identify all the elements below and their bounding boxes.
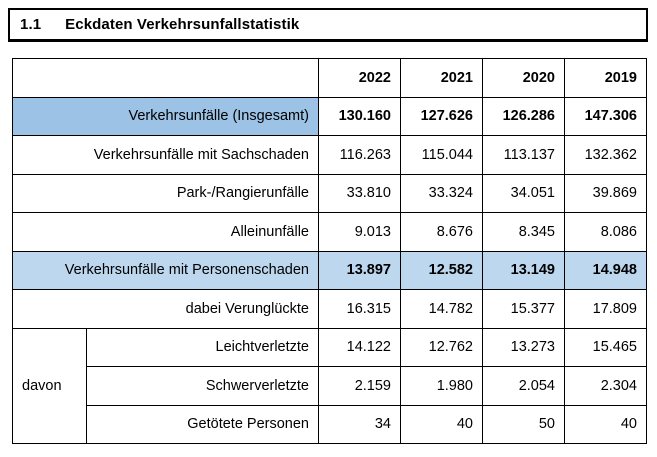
value-cell: 12.582 (400, 250, 483, 290)
corner-cell (12, 58, 319, 98)
year-header-cell: 2020 (482, 58, 565, 98)
value-cell: 33.324 (400, 173, 483, 213)
value-cell: 34 (318, 404, 401, 444)
table-row: Getötete Personen 34 40 50 40 (13, 404, 647, 444)
table-row: Park-/Rangierunfälle 33.810 33.324 34.051 39… (12, 173, 647, 213)
section-number: 1.1 (20, 16, 42, 33)
table-row: Verkehrsunfälle mit Sachschaden 116.263 11… (12, 135, 647, 175)
year-header-cell: 2022 (318, 58, 401, 98)
value-cell: 9.013 (318, 212, 401, 252)
value-cell: 40 (564, 404, 647, 444)
section-title-box: 1.1 Eckdaten Verkehrsunfallstatistik (8, 8, 648, 42)
value-cell: 16.315 (318, 289, 401, 329)
value-cell: 147.306 (564, 96, 647, 136)
value-cell: 126.286 (482, 96, 565, 136)
row-label-cell: dabei Verunglückte (12, 289, 319, 329)
table-row: Alleinunfälle 9.013 8.676 8.345 8.086 (12, 212, 647, 252)
value-cell: 40 (400, 404, 483, 444)
row-label-cell: Verkehrsunfälle (Insgesamt) (12, 96, 319, 136)
year-header-cell: 2021 (400, 58, 483, 98)
table-body: Verkehrsunfälle (Insgesamt) 130.160 127.62… (12, 96, 647, 444)
value-cell: 15.377 (482, 289, 565, 329)
statistics-table: 2022 2021 2020 2019 Verkehrsunfälle (Insges… (12, 58, 647, 444)
table-row: dabei Verunglückte 16.315 14.782 15.377 17.8… (12, 289, 647, 329)
value-cell: 2.054 (482, 366, 565, 406)
value-cell: 8.086 (564, 212, 647, 252)
section-title: Eckdaten Verkehrsunfallstatistik (65, 16, 300, 33)
value-cell: 115.044 (400, 135, 483, 175)
value-cell: 33.810 (318, 173, 401, 213)
row-label-cell: Verkehrsunfälle mit Personenschaden (12, 250, 319, 290)
value-cell: 2.159 (318, 366, 401, 406)
row-label-cell: Leichtverletzte (86, 327, 319, 367)
value-cell: 50 (482, 404, 565, 444)
value-cell: 8.345 (482, 212, 565, 252)
row-label-cell: Park-/Rangierunfälle (12, 173, 319, 213)
group-label-cell: davon (12, 327, 87, 444)
table-row: Verkehrsunfälle mit Personenschaden 13.89… (12, 250, 647, 290)
value-cell: 127.626 (400, 96, 483, 136)
row-label-cell: Verkehrsunfälle mit Sachschaden (12, 135, 319, 175)
value-cell: 132.362 (564, 135, 647, 175)
value-cell: 17.809 (564, 289, 647, 329)
table-row: davon Leichtverletzte 14.122 12.762 13.273 15… (12, 327, 647, 444)
value-cell: 14.782 (400, 289, 483, 329)
value-cell: 14.122 (318, 327, 401, 367)
value-cell: 13.273 (482, 327, 565, 367)
year-header-cell: 2019 (564, 58, 647, 98)
value-cell: 15.465 (564, 327, 647, 367)
value-cell: 13.149 (482, 250, 565, 290)
value-cell: 113.137 (482, 135, 565, 175)
header-row: 2022 2021 2020 2019 (12, 58, 647, 98)
row-label-cell: Schwerverletzte (86, 366, 319, 406)
value-cell: 130.160 (318, 96, 401, 136)
value-cell: 1.980 (400, 366, 483, 406)
table-row: Verkehrsunfälle (Insgesamt) 130.160 127.62… (12, 96, 647, 136)
value-cell: 116.263 (318, 135, 401, 175)
value-cell: 12.762 (400, 327, 483, 367)
value-cell: 2.304 (564, 366, 647, 406)
value-cell: 14.948 (564, 250, 647, 290)
table-row: Schwerverletzte 2.159 1.980 2.054 2.304 (13, 366, 647, 406)
row-label-cell: Getötete Personen (86, 404, 319, 444)
value-cell: 34.051 (482, 173, 565, 213)
value-cell: 13.897 (318, 250, 401, 290)
value-cell: 39.869 (564, 173, 647, 213)
row-label-cell: Alleinunfälle (12, 212, 319, 252)
value-cell: 8.676 (400, 212, 483, 252)
